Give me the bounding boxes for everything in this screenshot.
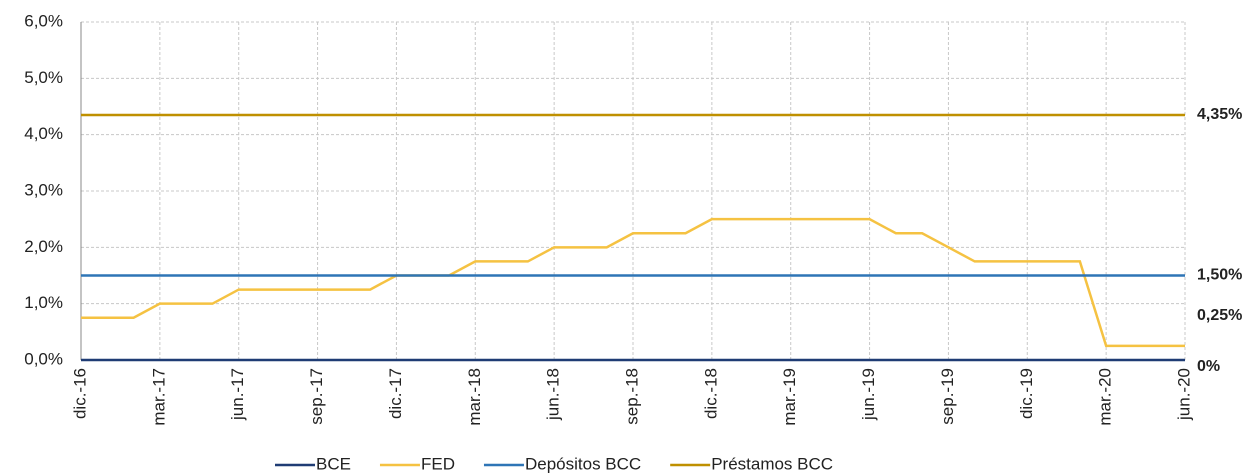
x-tick-label: mar.-17 bbox=[149, 368, 168, 426]
legend-label: FED bbox=[421, 454, 455, 473]
x-tick-label: sep.-19 bbox=[938, 368, 957, 425]
series-line bbox=[81, 217, 1185, 348]
x-tick-label: dic.-19 bbox=[1017, 368, 1036, 419]
x-tick-label: mar.-18 bbox=[465, 368, 484, 426]
end-label: 4,35% bbox=[1197, 106, 1242, 123]
x-tick-label: sep.-17 bbox=[307, 368, 326, 425]
y-tick-label: 5,0% bbox=[24, 68, 63, 87]
x-tick-label: jun.-20 bbox=[1174, 368, 1193, 421]
x-tick-label: mar.-20 bbox=[1096, 368, 1115, 426]
legend: BCE FED Depósitos BCC Préstamos BCC bbox=[275, 454, 833, 473]
y-tick-label: 6,0% bbox=[24, 11, 63, 30]
legend-label: Préstamos BCC bbox=[711, 454, 833, 473]
legend-label: BCE bbox=[316, 454, 351, 473]
x-tick-label: dic.-18 bbox=[701, 368, 720, 419]
y-tick-label: 1,0% bbox=[24, 293, 63, 312]
x-tick-label: jun.-19 bbox=[859, 368, 878, 421]
x-tick-label: jun.-17 bbox=[228, 368, 247, 421]
x-tick-label: dic.-17 bbox=[386, 368, 405, 419]
y-tick-label: 0,0% bbox=[24, 349, 63, 368]
x-tick-label: dic.-16 bbox=[70, 368, 89, 419]
x-tick-label: jun.-18 bbox=[544, 368, 563, 421]
legend-label: Depósitos BCC bbox=[525, 454, 641, 473]
y-tick-label: 2,0% bbox=[24, 237, 63, 256]
y-tick-label: 4,0% bbox=[24, 124, 63, 143]
end-label: 0% bbox=[1197, 358, 1220, 375]
end-label: 0,25% bbox=[1197, 307, 1242, 324]
end-label: 1,50% bbox=[1197, 267, 1242, 284]
x-tick-label: mar.-19 bbox=[780, 368, 799, 426]
x-tick-label: sep.-18 bbox=[622, 368, 641, 425]
y-tick-label: 3,0% bbox=[24, 180, 63, 199]
